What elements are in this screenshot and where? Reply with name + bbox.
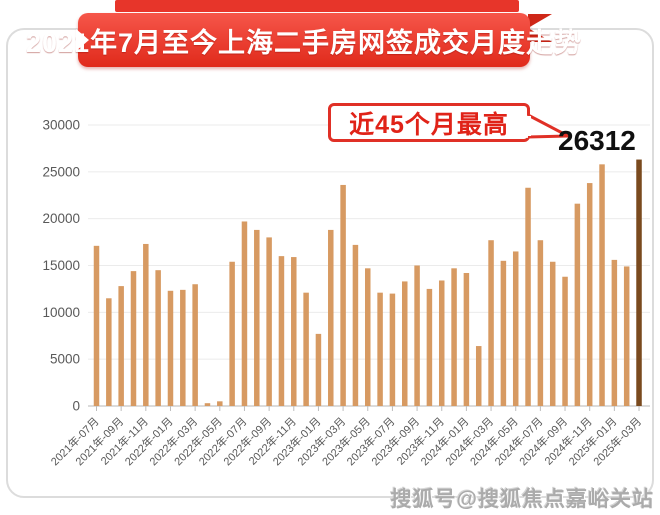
bar-2023-09 [414,265,420,406]
chart-title: 2021年7月至今上海二手房网签成交月度走势 [25,27,583,58]
bar-2021-12 [155,270,161,406]
bar-2024-11 [586,183,593,406]
annotation-pointer-icon [524,113,570,139]
bar-2023-01 [315,333,322,406]
bar-2021-11 [143,243,149,406]
bar-2024-08 [549,261,556,406]
bar-2025-03 [636,159,642,406]
bar-2022-02 [180,289,186,406]
y-axis-tick-label: 0 [72,399,80,414]
ribbon-fold [528,14,552,42]
bar-2023-02 [328,229,334,406]
annotation-box: 近45个月最高 [328,103,530,142]
annotation-label: 近45个月最高 [349,110,509,139]
bar-2022-09 [266,237,272,406]
bar-2023-04 [352,244,359,406]
bar-2024-03 [488,240,494,406]
bar-2022-03 [192,284,198,406]
bar-2022-12 [303,292,309,406]
title-banner: 2021年7月至今上海二手房网签成交月度走势 [26,13,581,67]
ribbon-notch [76,29,89,51]
bar-2024-06 [525,187,531,406]
bar-2024-09 [562,276,568,406]
bar-2024-02 [475,346,482,406]
peak-value-label: 26312 [558,125,636,156]
bar-2022-01 [167,290,174,406]
bar-2023-11 [438,280,445,406]
y-axis-tick-label: 20000 [42,211,80,226]
bar-2021-07 [93,245,100,406]
bar-2021-10 [130,271,137,406]
bar-2025-01 [611,259,618,406]
bar-2023-08 [402,281,408,406]
bar-2024-12 [599,164,605,406]
bar-2023-07 [389,293,396,406]
bar-2022-11 [291,257,297,406]
bar-2023-05 [365,268,371,406]
y-axis-tick-label: 30000 [42,118,80,133]
y-axis-tick-label: 10000 [42,305,80,320]
bar-2023-06 [377,292,383,406]
bar-2024-07 [537,240,544,406]
bar-2022-06 [229,261,235,406]
y-axis-tick-label: 25000 [42,164,80,179]
bar-2021-09 [118,286,124,406]
bar-2024-05 [512,251,519,406]
bar-2023-12 [451,268,457,406]
watermark-text: 搜狐号@搜狐焦点嘉峪关站 [390,488,654,511]
bar-2022-05 [217,401,223,406]
bar-2022-07 [241,221,248,406]
y-axis-tick-label: 5000 [50,352,80,367]
bar-2024-01 [463,272,470,406]
bar-2024-10 [574,203,581,406]
bar-2022-08 [254,229,260,406]
y-axis-tick-label: 15000 [42,258,80,273]
bar-2021-08 [106,298,112,406]
bar-2024-04 [500,260,507,406]
bar-2023-03 [340,184,346,406]
ribbon-back-strip [115,0,519,12]
bar-2025-02 [623,266,630,406]
bar-2023-10 [426,288,433,406]
bar-2022-04 [204,403,211,406]
bar-2022-10 [278,256,285,406]
